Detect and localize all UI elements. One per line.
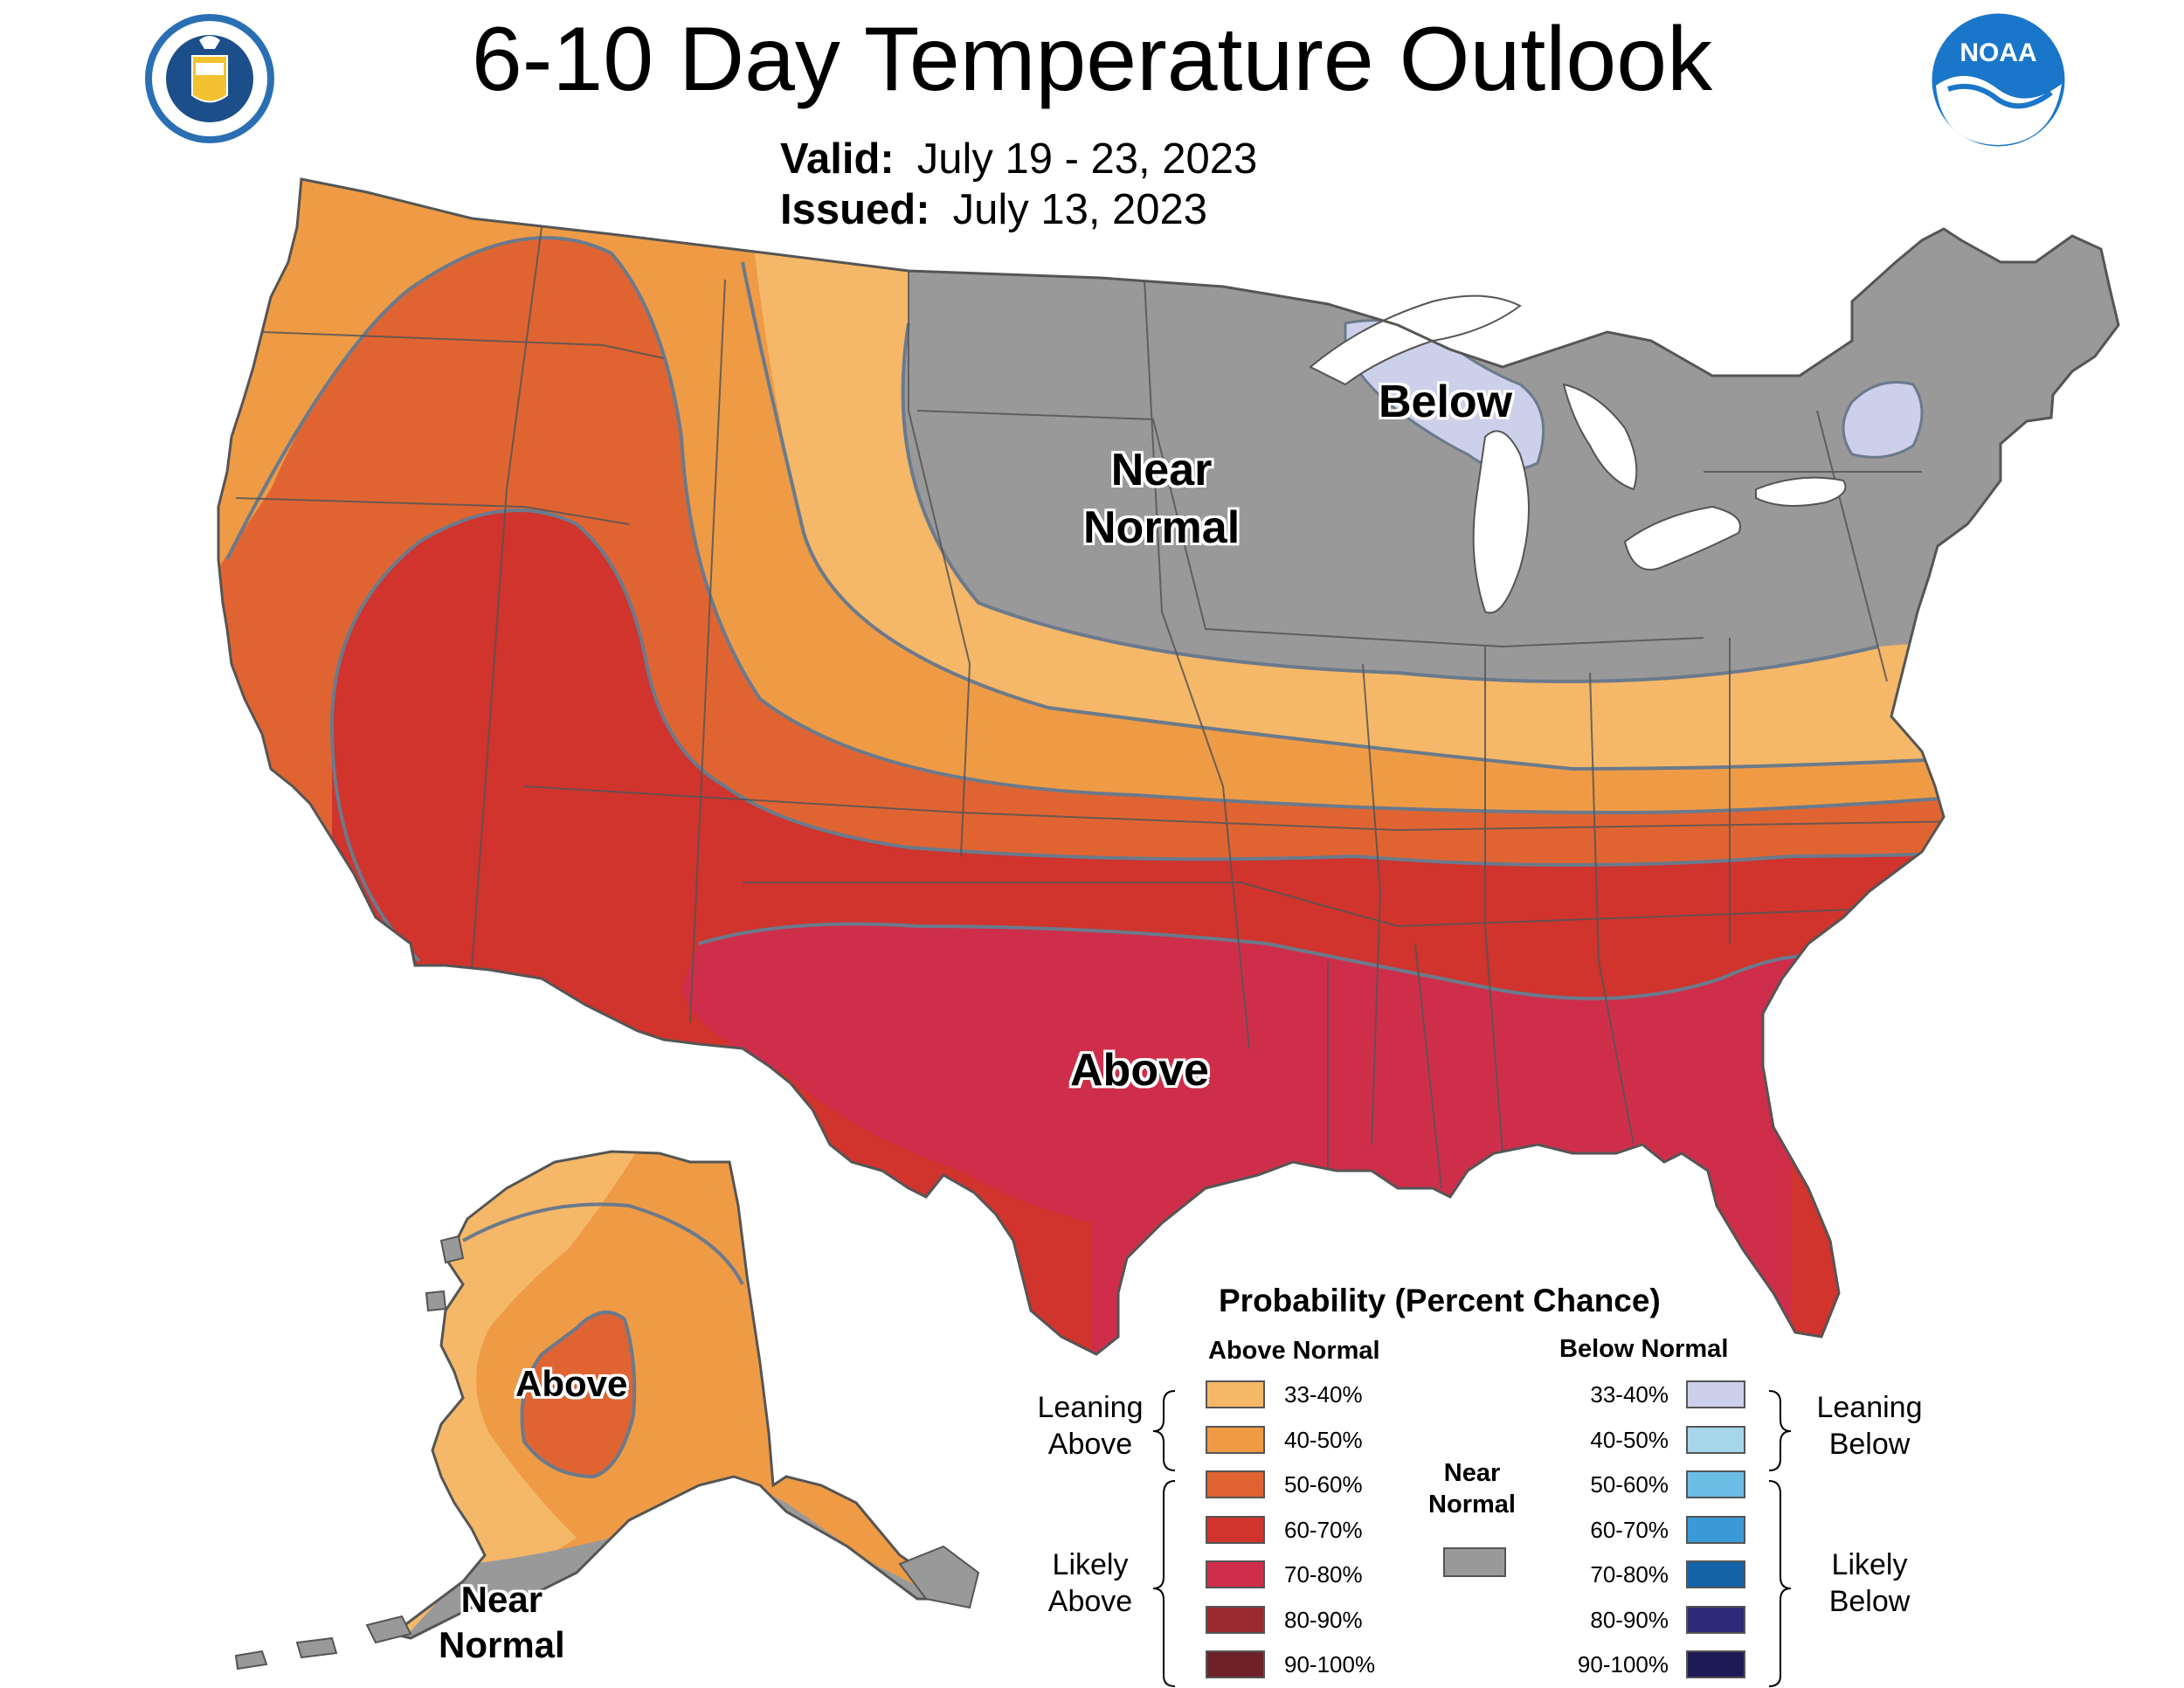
legend-near-normal-swatch xyxy=(1443,1547,1506,1577)
legend-above-swatch xyxy=(1206,1426,1265,1454)
issued-value: July 13, 2023 xyxy=(952,186,1208,233)
legend-above-swatch xyxy=(1206,1380,1265,1408)
page-title: 6-10 Day Temperature Outlook xyxy=(471,9,1713,110)
legend-below-swatch xyxy=(1686,1470,1745,1498)
legend-leaning-below-line2: Below xyxy=(1828,1428,1911,1461)
legend-below-swatch xyxy=(1686,1426,1745,1454)
conus-near-normal-line1: Near xyxy=(1110,445,1213,495)
legend-leaning-below: Leaning Below xyxy=(1800,1389,1939,1463)
legend-leaning-above-line2: Above xyxy=(1047,1428,1133,1461)
noaa-logo-icon: NOAA xyxy=(1932,13,2065,147)
department-of-commerce-seal-icon xyxy=(145,14,274,143)
legend-likely-below-line2: Below xyxy=(1828,1585,1911,1618)
legend-above-range: 40-50% xyxy=(1284,1427,1363,1453)
legend-leaning-above: Leaning Above xyxy=(1020,1389,1160,1463)
conus-near-normal-line2: Normal xyxy=(1083,502,1241,553)
legend-above-heading: Above Normal xyxy=(1208,1337,1380,1365)
legend-below-range: 50-60% xyxy=(1590,1471,1669,1498)
legend-below-swatch xyxy=(1686,1560,1745,1588)
alaska-near-normal-line1: Near xyxy=(460,1579,543,1620)
legend-below-range: 40-50% xyxy=(1590,1427,1669,1453)
issued-label: Issued: xyxy=(780,186,930,233)
legend-near-normal-line1: Near xyxy=(1443,1459,1501,1487)
legend-below-heading: Below Normal xyxy=(1559,1335,1729,1363)
valid-label: Valid: xyxy=(780,135,895,183)
legend-title: Probability (Percent Chance) xyxy=(1219,1283,1661,1318)
legend-above-range: 60-70% xyxy=(1284,1517,1363,1543)
legend-below-range: 80-90% xyxy=(1590,1607,1669,1633)
legend-likely-below: Likely Below xyxy=(1800,1546,1939,1620)
legend-below-range: 60-70% xyxy=(1590,1517,1669,1543)
alaska-above-label: Above xyxy=(515,1363,628,1404)
conus-near-normal-label: Near Normal xyxy=(1083,441,1240,557)
alaska-near-normal-line2: Normal xyxy=(439,1624,565,1665)
legend-above-swatch xyxy=(1206,1606,1265,1634)
legend-likely-above-line2: Above xyxy=(1047,1585,1133,1618)
legend-likely-above-line1: Likely xyxy=(1052,1548,1129,1581)
legend-likely-below-line1: Likely xyxy=(1831,1548,1908,1581)
legend-likely-above: Likely Above xyxy=(1020,1546,1160,1620)
valid-value: July 19 - 23, 2023 xyxy=(916,135,1258,183)
valid-dates: Valid: July 19 - 23, 2023 xyxy=(780,135,1257,183)
legend-above-swatch xyxy=(1206,1650,1265,1678)
svg-text:NOAA: NOAA xyxy=(1959,38,2036,67)
legend-below-swatch xyxy=(1686,1380,1745,1408)
issued-date: Issued: July 13, 2023 xyxy=(780,185,1207,234)
legend-below-range: 33-40% xyxy=(1590,1381,1669,1408)
legend-below-swatch xyxy=(1686,1606,1745,1634)
legend-near-normal-heading: Near Normal xyxy=(1415,1457,1529,1520)
legend-leaning-below-line1: Leaning xyxy=(1816,1391,1923,1424)
alaska-near-normal-label: Near Normal xyxy=(439,1577,565,1668)
legend-below-range: 90-100% xyxy=(1577,1651,1669,1678)
legend-above-range: 33-40% xyxy=(1284,1381,1363,1408)
legend-above-swatch xyxy=(1206,1470,1265,1498)
legend-above-range: 50-60% xyxy=(1284,1471,1363,1498)
legend-leaning-above-line1: Leaning xyxy=(1037,1391,1144,1424)
conus-above-label: Above xyxy=(1070,1045,1209,1096)
legend-below-swatch xyxy=(1686,1650,1745,1678)
legend-above-range: 80-90% xyxy=(1284,1607,1363,1633)
legend-above-swatch xyxy=(1206,1516,1265,1544)
conus-below-label: Below xyxy=(1379,377,1513,427)
legend-above-range: 90-100% xyxy=(1284,1651,1376,1678)
legend-above-swatch xyxy=(1206,1560,1265,1588)
legend-below-range: 70-80% xyxy=(1590,1561,1669,1588)
legend-below-swatch xyxy=(1686,1516,1745,1544)
legend-above-range: 70-80% xyxy=(1284,1561,1363,1588)
legend-near-normal-line2: Normal xyxy=(1428,1491,1516,1519)
